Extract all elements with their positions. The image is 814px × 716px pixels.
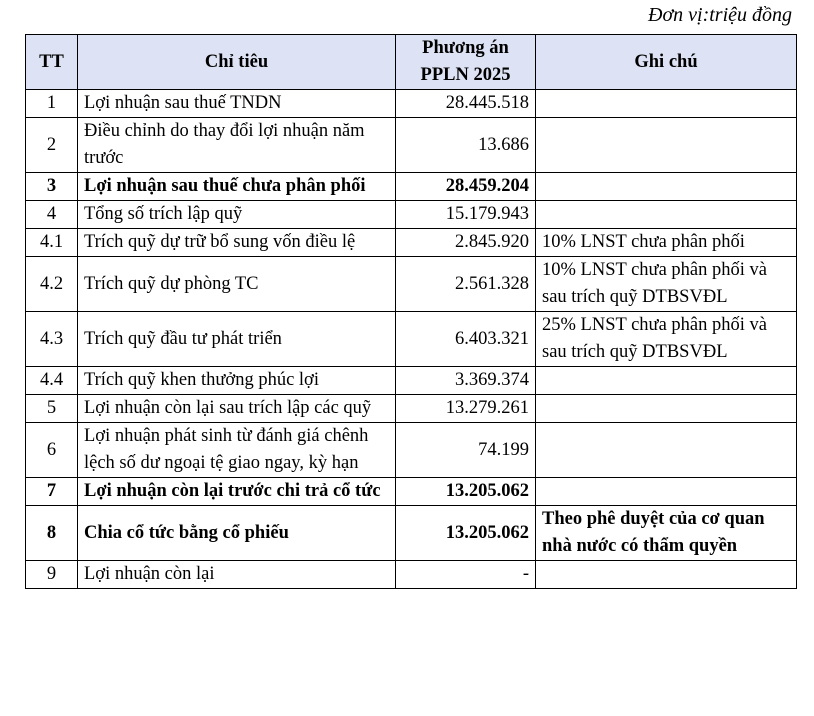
row-value: 28.445.518 <box>395 89 536 118</box>
row-number: 4.1 <box>25 228 78 257</box>
row-number: 9 <box>25 560 78 589</box>
table-row: 7 Lợi nhuận còn lại trước chi trả cổ tức 1… <box>25 477 797 506</box>
table-row: 8 Chia cổ tức bằng cổ phiếu 13.205.062 Theo… <box>25 505 797 561</box>
profit-distribution-table: TT Chỉ tiêu Phương án PPLN 2025 Ghi chú … <box>25 34 797 589</box>
row-indicator: Lợi nhuận còn lại <box>77 560 396 589</box>
row-indicator: Trích quỹ dự phòng TC <box>77 256 396 312</box>
row-note <box>535 89 797 118</box>
row-value: 15.179.943 <box>395 200 536 229</box>
row-indicator: Điều chỉnh do thay đổi lợi nhuận năm trư… <box>77 117 396 173</box>
row-number: 4.2 <box>25 256 78 312</box>
row-note <box>535 477 797 506</box>
table-row: 4.3 Trích quỹ đầu tư phát triển 6.403.321 2… <box>25 311 797 367</box>
row-value: 3.369.374 <box>395 366 536 395</box>
row-indicator: Lợi nhuận sau thuế TNDN <box>77 89 396 118</box>
table-row: 4 Tổng số trích lập quỹ 15.179.943 <box>25 200 797 229</box>
header-indicator: Chỉ tiêu <box>77 34 396 90</box>
row-value: 28.459.204 <box>395 172 536 201</box>
row-indicator: Lợi nhuận phát sinh từ đánh giá chênh lệ… <box>77 422 396 478</box>
unit-label: Đơn vị:triệu đồng <box>648 4 792 26</box>
table-header-row: TT Chỉ tiêu Phương án PPLN 2025 Ghi chú <box>25 34 797 90</box>
row-note: 10% LNST chưa phân phối và sau trích quỹ… <box>535 256 797 312</box>
row-note <box>535 366 797 395</box>
row-number: 2 <box>25 117 78 173</box>
row-note <box>535 200 797 229</box>
row-indicator: Lợi nhuận còn lại sau trích lập các quỹ <box>77 394 396 423</box>
row-note <box>535 394 797 423</box>
table-row: 5 Lợi nhuận còn lại sau trích lập các quỹ… <box>25 394 797 423</box>
row-value: 13.205.062 <box>395 477 536 506</box>
row-indicator: Trích quỹ đầu tư phát triển <box>77 311 396 367</box>
row-value: 13.686 <box>395 117 536 173</box>
row-note: 10% LNST chưa phân phối <box>535 228 797 257</box>
row-number: 7 <box>25 477 78 506</box>
row-value: - <box>395 560 536 589</box>
row-indicator: Trích quỹ khen thưởng phúc lợi <box>77 366 396 395</box>
row-note <box>535 117 797 173</box>
row-note <box>535 422 797 478</box>
header-plan: Phương án PPLN 2025 <box>395 34 536 90</box>
table-row: 4.1 Trích quỹ dự trữ bổ sung vốn điều lệ 2… <box>25 228 797 257</box>
row-number: 1 <box>25 89 78 118</box>
header-note: Ghi chú <box>535 34 797 90</box>
row-note: 25% LNST chưa phân phối và sau trích quỹ… <box>535 311 797 367</box>
table-row: 3 Lợi nhuận sau thuế chưa phân phối 28.459… <box>25 172 797 201</box>
row-number: 3 <box>25 172 78 201</box>
row-number: 4.3 <box>25 311 78 367</box>
row-value: 6.403.321 <box>395 311 536 367</box>
row-value: 13.279.261 <box>395 394 536 423</box>
row-number: 4.4 <box>25 366 78 395</box>
table-row: 2 Điều chỉnh do thay đổi lợi nhuận năm tr… <box>25 117 797 173</box>
row-value: 74.199 <box>395 422 536 478</box>
row-number: 8 <box>25 505 78 561</box>
table-row: 4.4 Trích quỹ khen thưởng phúc lợi 3.369.3… <box>25 366 797 395</box>
row-indicator: Chia cổ tức bằng cổ phiếu <box>77 505 396 561</box>
table-row: 6 Lợi nhuận phát sinh từ đánh giá chênh l… <box>25 422 797 478</box>
table-row: 1 Lợi nhuận sau thuế TNDN 28.445.518 <box>25 89 797 118</box>
header-tt: TT <box>25 34 78 90</box>
row-value: 2.845.920 <box>395 228 536 257</box>
row-indicator: Tổng số trích lập quỹ <box>77 200 396 229</box>
row-indicator: Lợi nhuận sau thuế chưa phân phối <box>77 172 396 201</box>
row-number: 4 <box>25 200 78 229</box>
row-indicator: Trích quỹ dự trữ bổ sung vốn điều lệ <box>77 228 396 257</box>
table-row: 9 Lợi nhuận còn lại - <box>25 560 797 589</box>
row-value: 2.561.328 <box>395 256 536 312</box>
row-note <box>535 560 797 589</box>
row-note <box>535 172 797 201</box>
row-number: 6 <box>25 422 78 478</box>
row-value: 13.205.062 <box>395 505 536 561</box>
row-note: Theo phê duyệt của cơ quan nhà nước có t… <box>535 505 797 561</box>
table-row: 4.2 Trích quỹ dự phòng TC 2.561.328 10% LNS… <box>25 256 797 312</box>
row-indicator: Lợi nhuận còn lại trước chi trả cổ tức <box>77 477 396 506</box>
row-number: 5 <box>25 394 78 423</box>
